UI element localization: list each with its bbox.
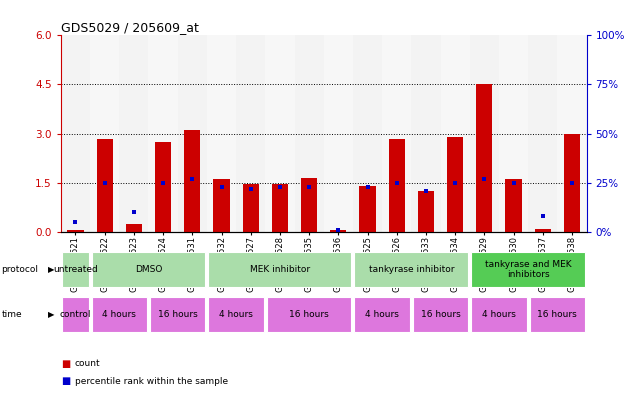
Text: time: time xyxy=(1,310,22,319)
Bar xyxy=(557,35,587,232)
Text: protocol: protocol xyxy=(1,265,38,274)
Text: 16 hours: 16 hours xyxy=(537,310,577,319)
Text: count: count xyxy=(75,359,101,368)
Text: MEK inhibitor: MEK inhibitor xyxy=(250,265,310,274)
Text: DMSO: DMSO xyxy=(135,265,162,274)
Bar xyxy=(471,297,527,332)
Bar xyxy=(265,35,294,232)
Bar xyxy=(243,184,259,232)
Text: 16 hours: 16 hours xyxy=(289,310,329,319)
Bar xyxy=(150,297,205,332)
Bar xyxy=(178,35,207,232)
Bar xyxy=(354,252,469,287)
Bar xyxy=(476,84,492,232)
Bar xyxy=(67,230,83,232)
Bar xyxy=(207,35,236,232)
Bar xyxy=(529,297,585,332)
Bar xyxy=(97,138,113,232)
Bar xyxy=(564,134,580,232)
Text: 16 hours: 16 hours xyxy=(158,310,197,319)
Bar xyxy=(272,184,288,232)
Bar xyxy=(62,252,88,287)
Text: 4 hours: 4 hours xyxy=(482,310,516,319)
Text: tankyrase and MEK
inhibitors: tankyrase and MEK inhibitors xyxy=(485,259,571,279)
Bar xyxy=(499,35,528,232)
Text: ▶: ▶ xyxy=(48,310,54,319)
Bar xyxy=(184,130,201,232)
Bar xyxy=(236,35,265,232)
Text: 4 hours: 4 hours xyxy=(219,310,253,319)
Bar xyxy=(535,229,551,232)
Bar xyxy=(213,180,229,232)
Bar xyxy=(471,252,585,287)
Text: 4 hours: 4 hours xyxy=(365,310,399,319)
Text: ■: ■ xyxy=(61,358,70,369)
Bar xyxy=(126,224,142,232)
Bar xyxy=(267,297,351,332)
Bar xyxy=(360,186,376,232)
Text: untreated: untreated xyxy=(53,265,98,274)
Text: tankyrase inhibitor: tankyrase inhibitor xyxy=(369,265,454,274)
Bar xyxy=(354,297,410,332)
Bar xyxy=(440,35,470,232)
Bar xyxy=(92,297,147,332)
Bar xyxy=(470,35,499,232)
Text: control: control xyxy=(60,310,91,319)
Bar xyxy=(418,191,434,232)
Bar xyxy=(528,35,557,232)
Bar xyxy=(62,297,88,332)
Bar xyxy=(119,35,149,232)
Bar xyxy=(413,297,468,332)
Bar xyxy=(506,180,522,232)
Bar xyxy=(208,252,351,287)
Bar xyxy=(412,35,440,232)
Bar xyxy=(324,35,353,232)
Bar xyxy=(388,138,404,232)
Bar xyxy=(92,252,205,287)
Bar xyxy=(90,35,119,232)
Text: GDS5029 / 205609_at: GDS5029 / 205609_at xyxy=(61,21,199,34)
Bar xyxy=(294,35,324,232)
Bar xyxy=(149,35,178,232)
Bar xyxy=(301,178,317,232)
Text: ■: ■ xyxy=(61,376,70,386)
Text: ▶: ▶ xyxy=(48,265,54,274)
Bar xyxy=(353,35,382,232)
Bar xyxy=(61,35,90,232)
Bar xyxy=(330,230,346,232)
Text: 4 hours: 4 hours xyxy=(103,310,137,319)
Bar xyxy=(447,137,463,232)
Bar xyxy=(155,142,171,232)
Bar xyxy=(382,35,412,232)
Bar xyxy=(208,297,264,332)
Text: percentile rank within the sample: percentile rank within the sample xyxy=(75,377,228,386)
Text: 16 hours: 16 hours xyxy=(420,310,460,319)
